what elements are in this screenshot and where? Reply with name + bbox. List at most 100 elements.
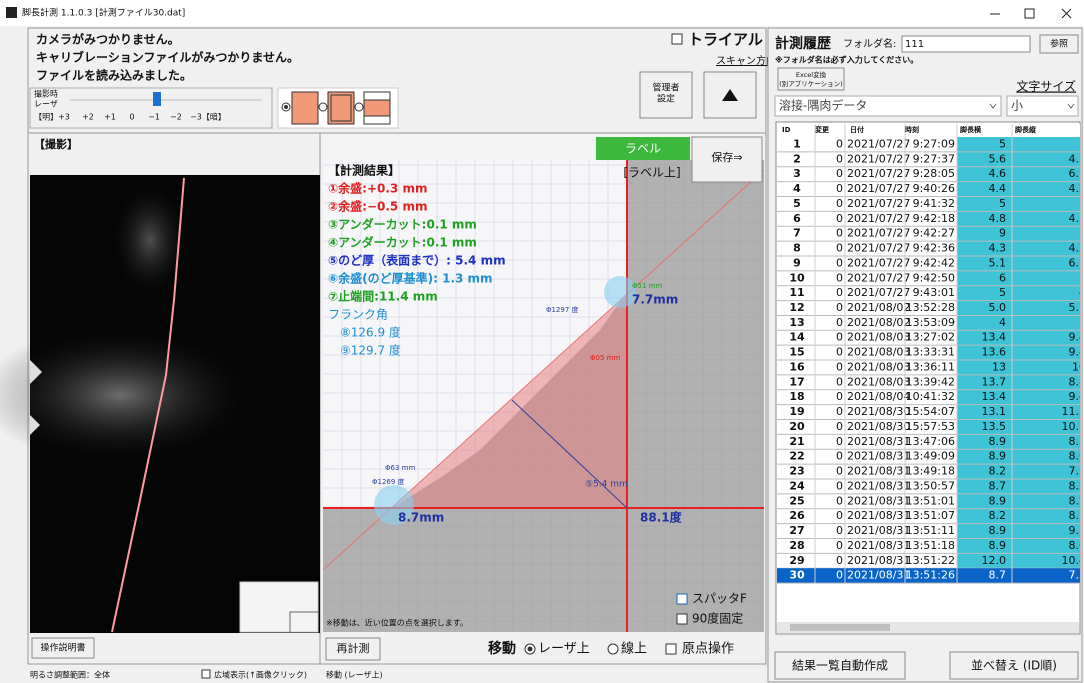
mode-icon-inner (330, 94, 352, 122)
table-cell: 2021/08/31 (847, 494, 910, 507)
result-line: ④アンダーカット:0.1 mm (328, 235, 477, 250)
measure-annotation: Φ51 mm (632, 282, 662, 290)
table-cell: 10 (1072, 360, 1084, 373)
table-cell: 2021/08/03 (847, 346, 910, 359)
result-line: ⑧126.9 度 (340, 325, 401, 340)
manual-button[interactable] (31, 637, 95, 659)
result-line: ③アンダーカット:0.1 mm (328, 217, 477, 232)
table-cell: 0 (836, 554, 843, 567)
table-cell: 0 (836, 242, 843, 255)
measure-annotation: 88.1度 (640, 510, 683, 525)
table-cell: 12 (789, 301, 804, 314)
table-cell: 9:42:42 (913, 256, 955, 269)
table-cell: 9 (999, 227, 1006, 240)
table-cell: 9 (793, 256, 801, 269)
table-cell: 0 (836, 360, 843, 373)
font-size-select[interactable] (1006, 95, 1079, 117)
table-cell: 5 (1079, 197, 1084, 210)
scrollbar-thumb[interactable] (790, 624, 890, 631)
column-header: 変更 (815, 125, 830, 134)
checkbox[interactable] (671, 33, 683, 45)
radio[interactable] (318, 102, 328, 112)
table-cell: 9.4 (1069, 331, 1084, 344)
checkbox[interactable] (665, 643, 677, 655)
move-label: 移動 (488, 640, 516, 657)
table-cell: 17 (789, 375, 804, 388)
dropdown-arrow (989, 103, 997, 109)
table-cell: 13:49:18 (906, 465, 955, 478)
folder-value: 111 (905, 39, 924, 50)
label-button[interactable] (596, 137, 690, 160)
table-cell: 2021/08/03 (847, 375, 910, 388)
minimap-view (289, 611, 318, 632)
folder-input[interactable] (901, 35, 1031, 53)
scrollbar[interactable] (777, 622, 1079, 633)
scale-label: 【明】+3 (34, 113, 70, 122)
table-cell: 9.1 (1069, 524, 1084, 537)
table-cell: 4 (1079, 286, 1084, 299)
table-cell: 0 (836, 346, 843, 359)
radio[interactable] (354, 102, 364, 112)
admin-button[interactable] (639, 71, 693, 119)
table-cell: 26 (789, 509, 805, 522)
result-line: フランク角 (328, 308, 388, 322)
table-cell: 0 (836, 212, 843, 225)
table-cell: 2021/08/31 (847, 479, 910, 492)
browse-button[interactable] (1039, 34, 1079, 54)
result-line: ①余盛:+0.3 mm (328, 181, 427, 196)
slider-thumb[interactable] (153, 92, 161, 106)
table-cell: 16 (789, 360, 805, 373)
table-cell: 8.7 (989, 479, 1007, 492)
radio-dot (284, 105, 288, 109)
table-cell: 5.6 (989, 152, 1007, 165)
font-size-link[interactable]: 文字サイズ (1016, 79, 1076, 94)
table-cell: 4 (999, 316, 1006, 329)
checkbox[interactable] (676, 613, 688, 625)
checkbox[interactable] (201, 669, 211, 679)
table-cell: 30 (789, 569, 805, 582)
summary-button[interactable] (774, 651, 906, 680)
table-cell: 0 (836, 167, 843, 180)
mode-icon-inner (363, 99, 391, 117)
scan-direction-link[interactable]: スキャン方向 (716, 54, 776, 67)
mode-icon[interactable] (291, 91, 319, 125)
remeasure-button[interactable] (325, 637, 381, 661)
status-message: キャリブレーションファイルがみつかりません。 (36, 50, 299, 65)
table-cell: 0 (836, 539, 843, 552)
table-cell: 15:57:53 (906, 420, 955, 433)
close-button[interactable] (1061, 8, 1072, 19)
table-cell: 2 (793, 152, 801, 165)
excel-button[interactable] (777, 67, 845, 91)
table-cell: 12.0 (982, 554, 1007, 567)
excel-button-label: (別アプリケーション) (779, 79, 842, 88)
table-cell: 13.4 (982, 331, 1007, 344)
table-cell: 2021/07/27 (847, 242, 910, 255)
radio[interactable] (607, 643, 619, 655)
table-cell: 2021/08/03 (847, 331, 910, 344)
fixed90-label: 90度固定 (692, 611, 743, 626)
sort-button[interactable] (949, 651, 1079, 680)
table-cell: 0 (836, 137, 843, 150)
table-cell: 5 (1079, 316, 1084, 329)
measure-annotation: ⑤5.4 mm (585, 480, 628, 490)
table-cell: 0 (836, 405, 843, 418)
column-header: 脚長縦 (1014, 125, 1037, 134)
manual-button-label: 操作説明書 (40, 642, 85, 654)
minimap[interactable] (239, 581, 319, 633)
table-cell: 8.2 (989, 509, 1007, 522)
table-cell: 13:51:18 (906, 539, 955, 552)
checkbox[interactable] (676, 593, 688, 605)
scan-direction-button[interactable] (703, 71, 757, 119)
image-marker (30, 360, 42, 435)
table-cell: 13:27:02 (906, 331, 955, 344)
dataset-select[interactable] (774, 95, 1002, 117)
save-button[interactable] (691, 136, 763, 183)
measure-annotation: Φ63 mm (385, 464, 415, 472)
table-cell: 13:51:26 (906, 569, 955, 582)
table-cell: 7.5 (1069, 465, 1084, 478)
table-cell: 15 (789, 346, 804, 359)
base-plate (323, 508, 627, 632)
table-cell: 10.1 (1062, 420, 1084, 433)
table-cell: 2021/08/03 (847, 360, 910, 373)
maximize-button[interactable] (1024, 8, 1035, 19)
